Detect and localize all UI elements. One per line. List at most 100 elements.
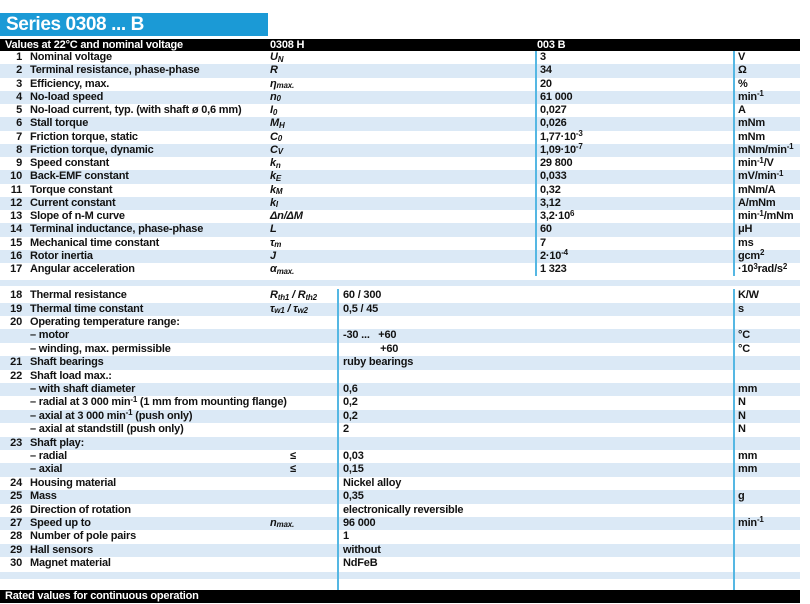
row-number: 17: [10, 263, 22, 275]
table-row: – axial at 3 000 min-1 (push only) 0,2 N: [0, 408, 800, 424]
row-unit: min-1/mNm: [738, 208, 794, 223]
row-symbol: n0: [270, 90, 281, 104]
row-label: Thermal time constant: [30, 302, 144, 315]
row-value: 0,03: [343, 449, 364, 462]
row-symbol: αmax.: [270, 263, 295, 276]
row-value: +60: [343, 342, 399, 355]
row-unit: ·103rad/s2: [738, 261, 788, 276]
row-label: Current constant: [30, 196, 116, 209]
row-number: 12: [10, 196, 22, 209]
row-label: Torque constant: [30, 183, 113, 196]
table-row: 22 Shaft load max.:: [0, 370, 800, 383]
row-label: – radial: [30, 449, 67, 462]
row-value: 34: [540, 64, 552, 77]
row-value: 0,027: [540, 104, 567, 116]
row-value: 7: [540, 236, 546, 249]
row-symbol: kM: [270, 183, 283, 197]
row-unit: N: [738, 423, 746, 436]
spec-table-lower: 18 Thermal resistance Rth1 / Rth2 60 / 300 K…: [0, 289, 800, 591]
row-number: 8: [16, 143, 22, 156]
row-label: – axial at 3 000 min-1 (push only): [30, 408, 193, 422]
row-unit: ms: [738, 236, 754, 249]
table-row: 29 Hall sensors without: [0, 543, 800, 558]
table-row: 26 Direction of rotation electronically re…: [0, 504, 800, 517]
section-gap: [0, 579, 800, 590]
row-number: 7: [16, 130, 22, 143]
table-row: 15 Mechanical time constant τm 7 ms: [0, 237, 800, 250]
row-label: Shaft play:: [30, 436, 85, 449]
row-unit: Ω: [738, 64, 747, 77]
table-row: 6 Stall torque MH 0,026 mNm: [0, 117, 800, 131]
row-value: NdFeB: [343, 557, 378, 570]
table-header-bar: Values at 22°C and nominal voltage 0308 …: [0, 39, 800, 51]
row-number: 27: [10, 516, 22, 529]
row-number: 15: [10, 236, 22, 249]
row-unit: gcm2: [738, 248, 765, 262]
row-unit: K/W: [738, 289, 759, 302]
footer-section-bar: Rated values for continuous operation: [0, 590, 800, 604]
row-label: Shaft load max.:: [30, 369, 112, 382]
row-label: Mechanical time constant: [30, 236, 160, 249]
table-row: 24 Housing material Nickel alloy: [0, 477, 800, 490]
row-unit: °C: [738, 342, 750, 355]
row-unit: N: [738, 409, 746, 422]
table-row: 12 Current constant kI 3,12 A/mNm: [0, 196, 800, 210]
row-number: 24: [10, 476, 22, 489]
row-value: 1 323: [540, 263, 567, 275]
row-value: 60 / 300: [343, 289, 382, 302]
table-row: 21 Shaft bearings ruby bearings: [0, 356, 800, 370]
row-symbol: Rth1 / Rth2: [270, 289, 317, 302]
row-unit: %: [738, 77, 748, 90]
footer-section-label: Rated values for continuous operation: [5, 590, 199, 603]
row-label: – winding, max. permissible: [30, 342, 171, 355]
table-row: – motor -30 ... +60 °C: [0, 329, 800, 343]
row-label: Stall torque: [30, 117, 89, 130]
row-number: 6: [16, 117, 22, 130]
row-number: 22: [10, 369, 22, 382]
row-number: 13: [10, 210, 22, 222]
row-symbol: L: [270, 223, 277, 236]
table-row: – radial ≤0,03 mm: [0, 450, 800, 463]
row-value: 0,15: [343, 463, 364, 476]
row-value: ruby bearings: [343, 356, 414, 369]
row-label: Slope of n-M curve: [30, 210, 125, 222]
row-unit: mV/min-1: [738, 168, 784, 183]
less-equal-symbol: ≤: [290, 449, 296, 462]
table-row: 19 Thermal time constant τw1 / τw2 0,5 / 45…: [0, 302, 800, 317]
table-row: 4 No-load speed n0 61 000 min-1: [0, 89, 800, 104]
row-number: 19: [10, 302, 22, 315]
row-label: Friction torque, static: [30, 130, 138, 143]
row-value: 0,033: [540, 170, 567, 183]
row-value: 3: [540, 51, 546, 63]
row-unit: μH: [738, 223, 753, 236]
row-value: 0,2: [343, 396, 358, 409]
row-unit: g: [738, 490, 745, 503]
row-value: 20: [540, 77, 552, 90]
table-row: – radial at 3 000 min-1 (1 mm from mount…: [0, 395, 800, 409]
row-label: Shaft bearings: [30, 356, 104, 369]
row-unit: min-1/V: [738, 155, 774, 170]
row-unit: °C: [738, 329, 750, 342]
row-value: 2: [343, 423, 349, 436]
row-symbol: τw1 / τw2: [270, 302, 308, 316]
column-divider-line: [733, 51, 735, 277]
row-unit: A/mNm: [738, 196, 776, 209]
row-value: 0,026: [540, 117, 567, 130]
row-label: Direction of rotation: [30, 503, 131, 516]
row-value: 0,2: [343, 409, 358, 422]
row-number: 11: [10, 183, 22, 196]
section-gap: [0, 572, 800, 580]
row-value: 3,12: [540, 196, 561, 209]
row-unit: min-1: [738, 89, 764, 103]
section-gap-stripe: [0, 280, 800, 287]
row-label: – with shaft diameter: [30, 382, 136, 395]
table-row: 16 Rotor inertia J 2·10-4 gcm2: [0, 248, 800, 263]
table-row: 27 Speed up to nmax. 96 000 min-1: [0, 515, 800, 531]
row-value: 29 800: [540, 157, 573, 169]
row-label: – motor: [30, 329, 69, 342]
row-label: Operating temperature range:: [30, 316, 180, 329]
row-unit: A: [738, 104, 746, 116]
table-row: 5 No-load current, typ. (with shaft ø 0,6…: [0, 104, 800, 117]
row-label: Rotor inertia: [30, 249, 93, 262]
